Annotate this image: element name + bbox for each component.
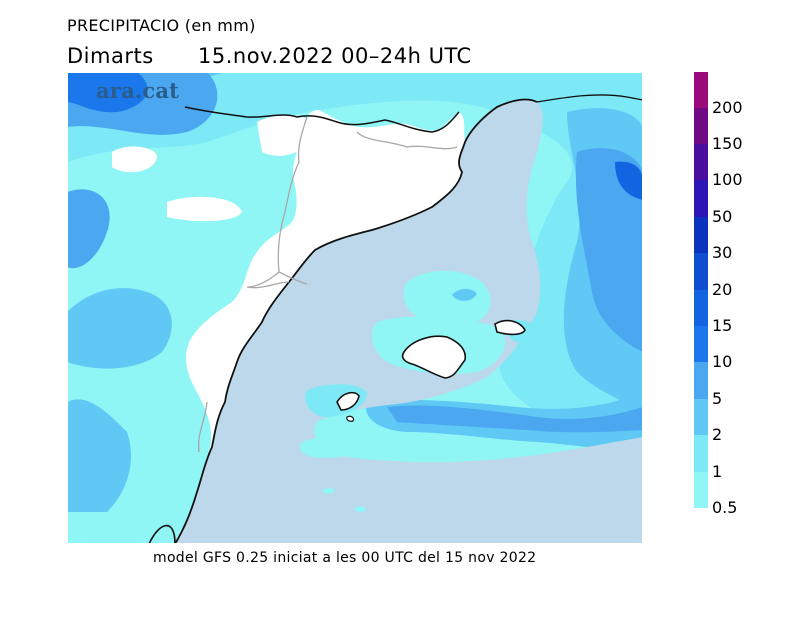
island-mallorca bbox=[401, 335, 467, 379]
precip-5mm-band-south bbox=[387, 405, 643, 433]
map-canvas bbox=[67, 72, 643, 544]
island-menorca bbox=[494, 319, 526, 336]
legend-swatch bbox=[694, 253, 708, 290]
coastline-south bbox=[148, 524, 176, 544]
brand-logo: ara.cat bbox=[96, 78, 180, 103]
precipitation-map bbox=[67, 72, 643, 544]
legend-label: 150 bbox=[712, 134, 743, 153]
legend-swatch bbox=[694, 216, 708, 254]
precip-5mm-area-east bbox=[575, 148, 643, 352]
legend-swatch bbox=[694, 180, 708, 217]
legend-swatch bbox=[694, 107, 708, 144]
legend-label: 20 bbox=[712, 279, 733, 299]
precip-dot-1 bbox=[322, 487, 335, 494]
precip-sea-patch-1 bbox=[403, 270, 491, 327]
map-frame bbox=[67, 72, 643, 544]
legend-label: 0.5 bbox=[712, 498, 738, 517]
legend-label: 50 bbox=[712, 206, 733, 226]
dry-patch-1 bbox=[112, 146, 157, 173]
legend-swatch bbox=[694, 144, 708, 181]
legend-swatch bbox=[694, 326, 708, 363]
island-ibiza bbox=[336, 391, 360, 411]
coastline bbox=[174, 98, 538, 544]
model-note: model GFS 0.25 iniciat a les 00 UTC del … bbox=[153, 550, 537, 566]
precip-2mm-area-west bbox=[67, 399, 131, 512]
legend-swatch bbox=[694, 398, 708, 436]
legend-label: 15 bbox=[712, 316, 733, 335]
color-legend bbox=[694, 72, 708, 508]
precip-sea-patch-5 bbox=[299, 436, 367, 458]
date-range: 15.nov.2022 00–24h UTC bbox=[198, 44, 472, 68]
day-label: Dimarts bbox=[67, 44, 154, 68]
admin-border-aragon-catalonia bbox=[246, 116, 308, 289]
admin-border-provinces bbox=[356, 131, 458, 150]
legend-label: 30 bbox=[712, 243, 733, 263]
dry-patch-2 bbox=[167, 196, 242, 222]
forecast-period: Dimarts 15.nov.2022 00–24h UTC bbox=[67, 44, 471, 68]
border-france-spain bbox=[184, 106, 460, 133]
admin-border-valencia bbox=[198, 401, 208, 453]
legend-swatch bbox=[694, 362, 708, 399]
precip-2mm-area-mid bbox=[67, 288, 172, 369]
legend-label: 5 bbox=[712, 388, 723, 408]
border-north-east bbox=[536, 94, 643, 103]
legend-swatch bbox=[694, 435, 708, 472]
precip-dot-2 bbox=[354, 506, 367, 512]
precip-sea-core-1 bbox=[452, 288, 477, 301]
precip-5mm-area-west bbox=[67, 189, 110, 269]
land-catalonia-valencia bbox=[175, 109, 465, 544]
admin-border-south bbox=[278, 271, 308, 285]
legend-label: 2 bbox=[712, 425, 723, 445]
chart-title: PRECIPITACIO (en mm) bbox=[67, 16, 256, 35]
precip-10mm-core-nw bbox=[67, 72, 148, 113]
precip-15mm-core-east bbox=[615, 161, 643, 200]
legend-label: 1 bbox=[712, 461, 723, 481]
legend-swatch bbox=[694, 471, 708, 508]
legend-swatch bbox=[694, 72, 708, 108]
legend-swatch bbox=[694, 289, 708, 326]
legend-label: 200 bbox=[712, 97, 743, 117]
island-formentera bbox=[346, 415, 355, 422]
legend-label: 10 bbox=[712, 352, 733, 372]
legend-label: 100 bbox=[712, 170, 743, 190]
